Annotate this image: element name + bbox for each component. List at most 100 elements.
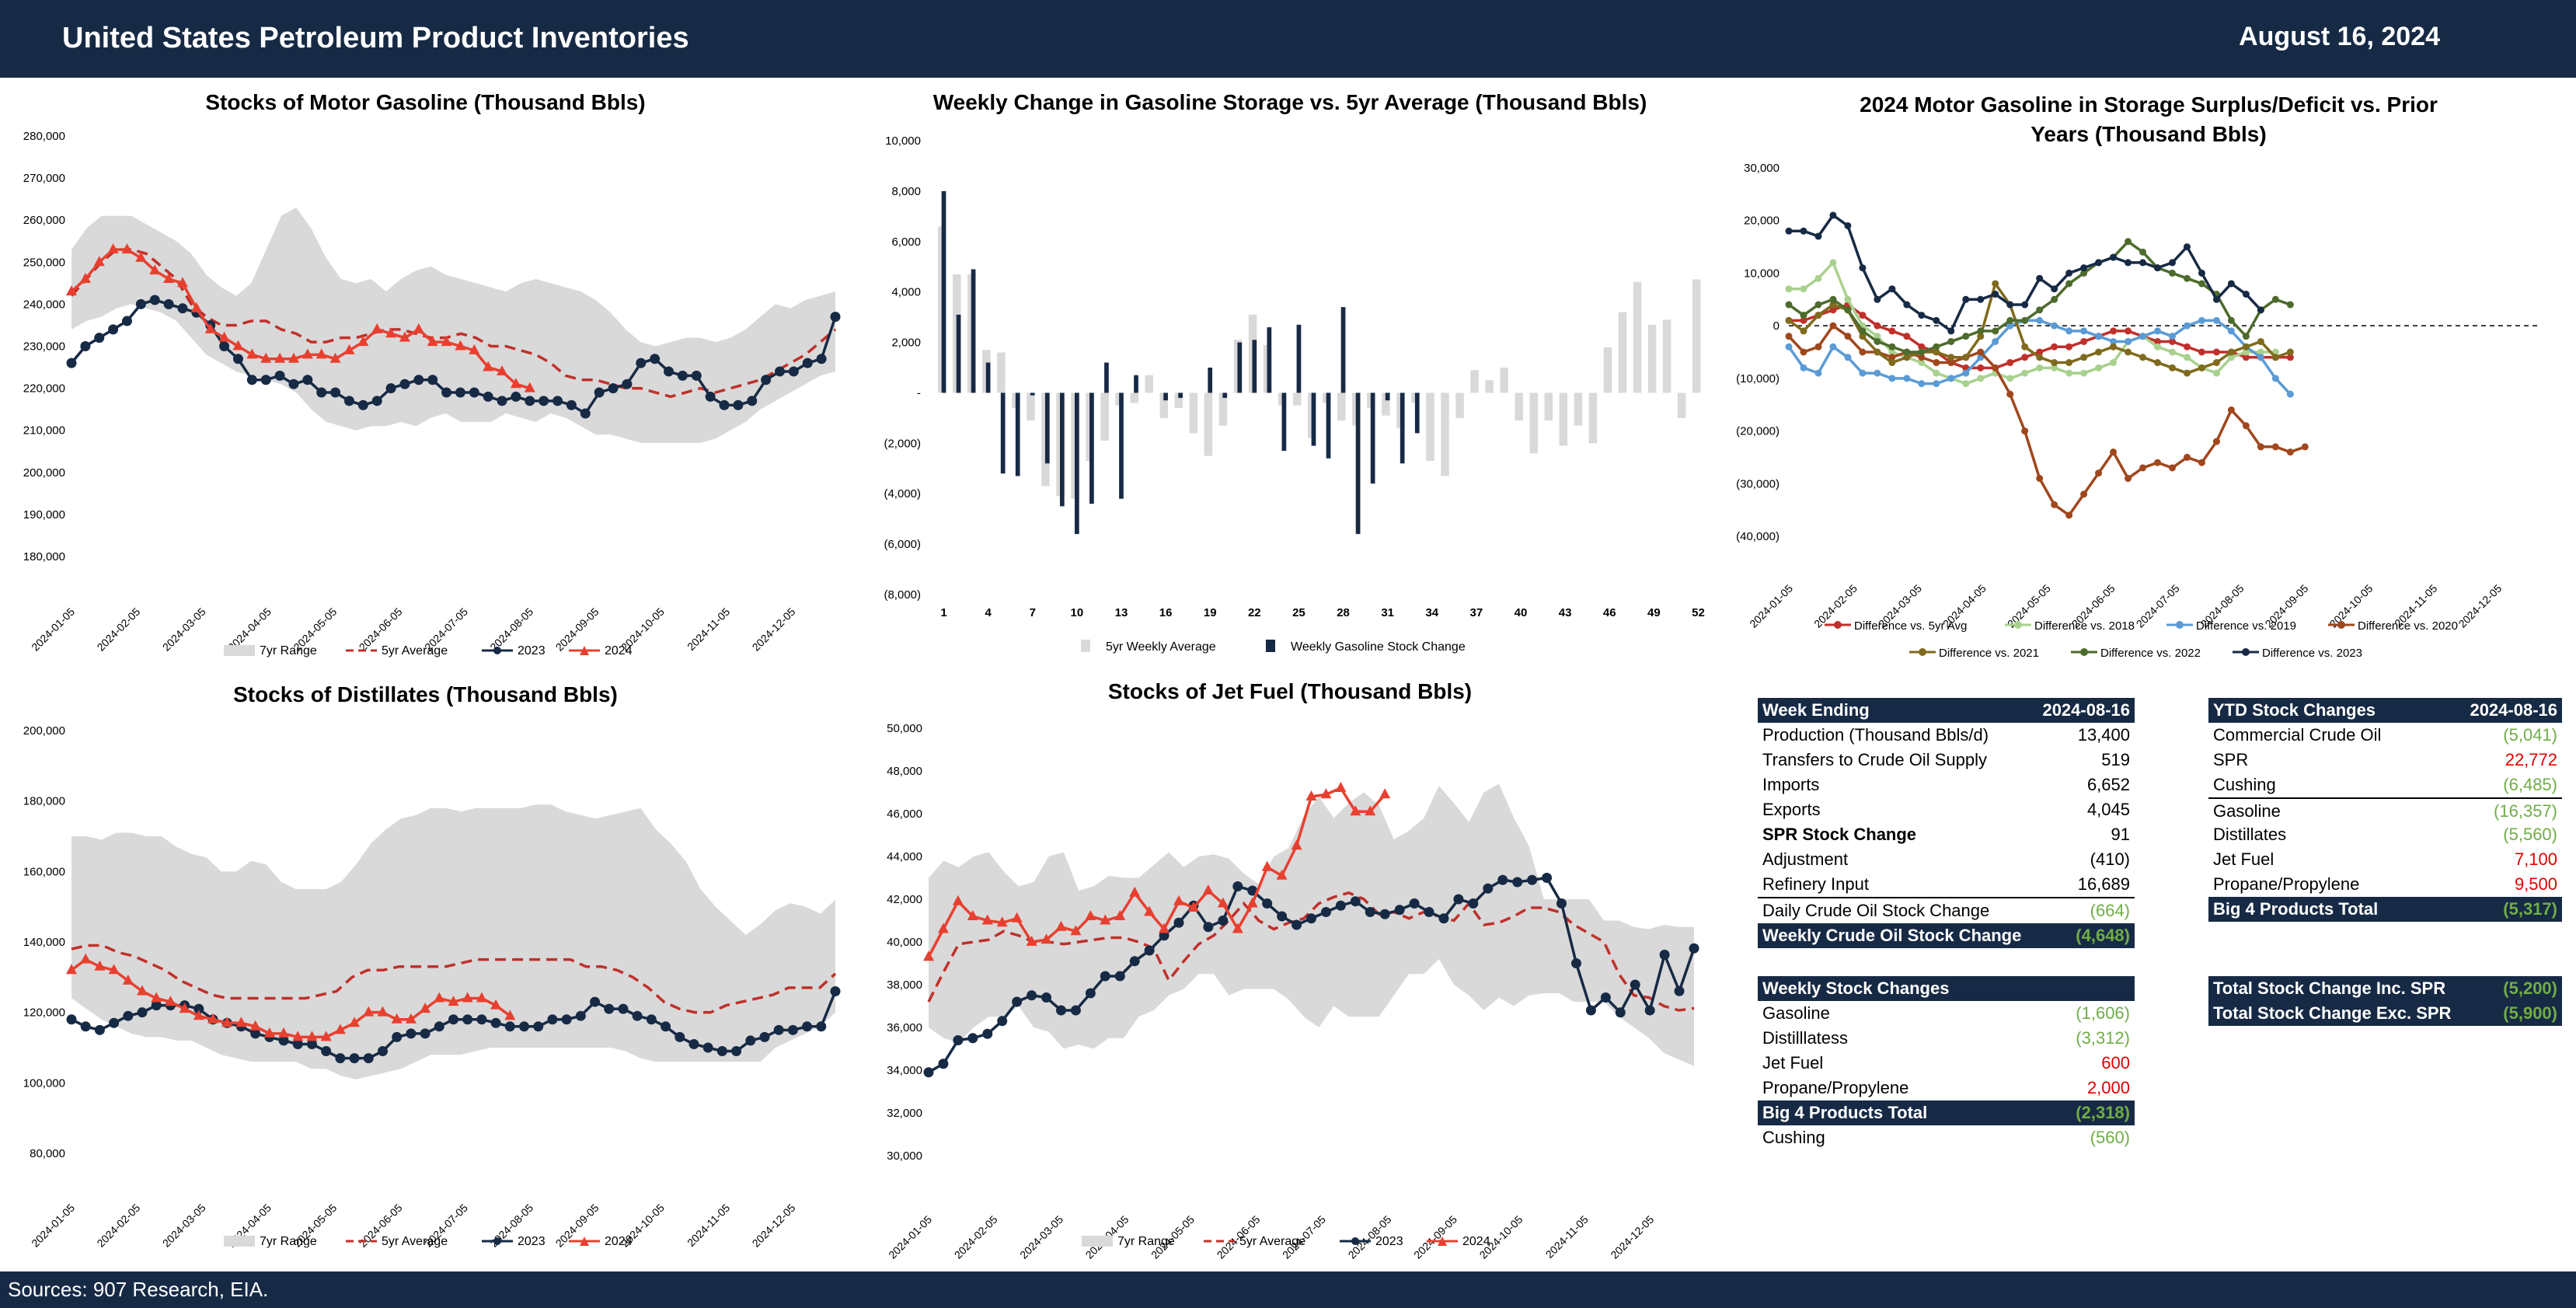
point-2024 bbox=[320, 1031, 332, 1041]
surplus-point bbox=[1933, 348, 1940, 356]
point-2024 bbox=[1026, 936, 1037, 946]
table-row: Transfers to Crude Oil Supply 519 bbox=[1758, 748, 2135, 773]
point-2023 bbox=[66, 358, 77, 368]
point-2023 bbox=[1409, 898, 1420, 909]
surplus-point bbox=[1977, 375, 1985, 382]
avg-bar bbox=[1130, 392, 1138, 403]
point-2024 bbox=[476, 992, 487, 1003]
y-tick-label: 50,000 bbox=[887, 722, 922, 735]
point-2023 bbox=[816, 1021, 827, 1032]
point-2023 bbox=[80, 341, 91, 351]
surplus-point bbox=[2021, 427, 2029, 435]
point-2023 bbox=[335, 1053, 346, 1064]
point-2024 bbox=[329, 352, 341, 363]
x-tick-label: 2024-01-05 bbox=[29, 605, 77, 654]
row-label: Distilllatess bbox=[1762, 1028, 1849, 1048]
table-row: Gasoline (16,357) bbox=[2208, 797, 2562, 824]
row-label: Daily Crude Oil Stock Change bbox=[1762, 901, 1990, 920]
line-2024 bbox=[70, 248, 531, 390]
point-2023 bbox=[519, 1021, 530, 1032]
avg-line bbox=[71, 944, 837, 1014]
point-2024 bbox=[357, 336, 369, 347]
y-tick-label: 140,000 bbox=[23, 936, 65, 949]
avg-bar bbox=[1529, 392, 1539, 454]
point-2023 bbox=[1114, 971, 1125, 982]
surplus-point bbox=[2227, 406, 2235, 413]
point-2024 bbox=[1202, 884, 1214, 895]
x-tick-label: 46 bbox=[1603, 606, 1616, 619]
surplus-point bbox=[1874, 369, 1881, 377]
surplus-point bbox=[1962, 333, 1970, 340]
point-2023 bbox=[250, 1028, 261, 1039]
surplus-point bbox=[2110, 359, 2118, 367]
surplus-point bbox=[1992, 327, 1999, 335]
point-2024 bbox=[1379, 788, 1391, 799]
surplus-point bbox=[2006, 322, 2014, 330]
table-row: Propane/Propylene 9,500 bbox=[2208, 872, 2562, 897]
surplus-point bbox=[2198, 364, 2205, 371]
x-tick-label: 2024-01-05 bbox=[886, 1213, 934, 1261]
range-area bbox=[929, 783, 1694, 1066]
point-2023 bbox=[622, 378, 633, 389]
point-2023 bbox=[1600, 992, 1611, 1003]
point-2024 bbox=[405, 1013, 417, 1024]
x-tick-label: 2024-01-05 bbox=[29, 1202, 77, 1250]
point-2023 bbox=[590, 996, 601, 1007]
point-2024 bbox=[1159, 923, 1170, 933]
avg-bar bbox=[1633, 281, 1642, 393]
y-tick-label: 34,000 bbox=[887, 1064, 922, 1077]
surplus-point bbox=[1800, 348, 1807, 356]
surplus-point bbox=[2006, 359, 2014, 367]
y-tick-label: 6,000 bbox=[891, 235, 921, 249]
y-tick-label: (6,000) bbox=[884, 538, 921, 551]
point-2023 bbox=[316, 387, 327, 398]
weekly-bar bbox=[1059, 392, 1065, 507]
legend-swatch bbox=[224, 645, 255, 656]
point-2023 bbox=[967, 1033, 978, 1044]
point-2024 bbox=[1070, 925, 1082, 936]
point-2023 bbox=[163, 298, 174, 309]
point-2024 bbox=[1365, 805, 1376, 816]
point-2024 bbox=[524, 382, 535, 392]
point-2024 bbox=[363, 1006, 375, 1017]
surplus-point bbox=[1977, 295, 1985, 303]
point-2023 bbox=[533, 1021, 544, 1032]
legend-label: Difference vs. 2018 bbox=[2034, 619, 2135, 633]
point-2023 bbox=[716, 1046, 727, 1057]
surplus-point bbox=[2095, 333, 2103, 340]
surplus-point bbox=[2168, 259, 2176, 267]
point-2024 bbox=[434, 992, 445, 1003]
surplus-point bbox=[1918, 359, 1926, 367]
point-2023 bbox=[1512, 877, 1523, 888]
row-label: Jet Fuel bbox=[2213, 849, 2274, 869]
row-label: Total Stock Change Exc. SPR bbox=[2213, 1003, 2452, 1023]
point-2023 bbox=[594, 387, 605, 398]
point-2024 bbox=[937, 923, 949, 933]
y-tick-label: 10,000 bbox=[885, 134, 921, 148]
weekly-bar bbox=[1015, 392, 1020, 476]
point-2023 bbox=[406, 1028, 417, 1039]
row-value: (5,317) bbox=[2503, 899, 2557, 919]
x-tick-label: 16 bbox=[1159, 606, 1173, 619]
point-2023 bbox=[705, 391, 716, 402]
row-value: (664) bbox=[2090, 901, 2130, 920]
point-2023 bbox=[1291, 919, 1302, 930]
y-tick-label: 44,000 bbox=[887, 850, 922, 863]
point-2024 bbox=[1187, 902, 1199, 912]
range-area bbox=[71, 207, 835, 443]
point-2023 bbox=[232, 354, 243, 364]
y-tick-label: 48,000 bbox=[887, 765, 922, 778]
legend-label: 2024 bbox=[1462, 1235, 1490, 1248]
weekly-change-chart: Weekly Change in Gasoline Storage vs. 5y… bbox=[859, 84, 1721, 663]
point-2024 bbox=[249, 1020, 261, 1031]
y-tick-label: (2,000) bbox=[884, 437, 921, 450]
surplus-point bbox=[1888, 285, 1896, 293]
weekly-change-svg: (8,000) (6,000) (4,000) (2,000) - 2,000 4,000 6… bbox=[884, 134, 1704, 654]
avg-bar bbox=[1174, 392, 1183, 408]
weekly-bar bbox=[985, 362, 991, 393]
row-label: Gasoline bbox=[2213, 801, 2281, 821]
surplus-point bbox=[2198, 348, 2205, 356]
row-label: Big 4 Products Total bbox=[2213, 899, 2379, 919]
total-stock-change-table: Total Stock Change Inc. SPR (5,200) Total… bbox=[2208, 976, 2562, 1026]
x-tick-label: 2024-09-05 bbox=[553, 605, 601, 654]
